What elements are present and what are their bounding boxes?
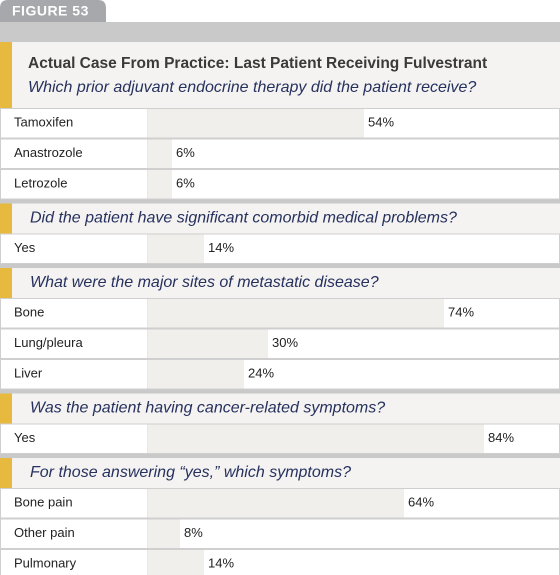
- row-cell: [0, 138, 560, 169]
- row-label: Other pain: [14, 525, 75, 540]
- figure-tab: [0, 0, 106, 22]
- row-label: Tamoxifen: [14, 115, 73, 130]
- accent-stripe: [0, 203, 12, 234]
- value-label: 8%: [184, 525, 203, 540]
- row-cell: [0, 233, 560, 264]
- row-cell: [0, 518, 560, 549]
- row-label: Yes: [14, 430, 36, 445]
- section-divider: [0, 454, 560, 458]
- bar: [148, 299, 444, 328]
- bar: [148, 550, 204, 575]
- accent-stripe: [0, 393, 12, 424]
- value-label: 30%: [272, 335, 298, 350]
- value-label: 24%: [248, 366, 274, 381]
- row-cell: [0, 359, 560, 390]
- bar: [148, 360, 244, 389]
- title: Actual Case From Practice: Last Patient …: [28, 55, 487, 72]
- row-cell: [0, 328, 560, 359]
- question-block: [0, 268, 560, 298]
- value-label: 14%: [208, 240, 234, 255]
- bar: [148, 519, 180, 548]
- section-divider: [0, 199, 560, 204]
- bar: [148, 489, 404, 518]
- value-label: 6%: [176, 145, 195, 160]
- value-label: 14%: [208, 556, 234, 571]
- question: Which prior adjuvant endocrine therapy d…: [28, 79, 476, 96]
- bar: [148, 139, 172, 168]
- header-strip: [0, 22, 560, 42]
- bar: [148, 170, 172, 199]
- bar: [148, 234, 204, 263]
- figure-label: FIGURE 53: [12, 3, 89, 19]
- title-block: [0, 42, 560, 108]
- question: For those answering “yes,” which symptom…: [30, 464, 351, 481]
- accent-stripe: [0, 458, 12, 488]
- row-label: Lung/pleura: [14, 335, 83, 350]
- accent-stripe: [0, 42, 12, 108]
- bar: [148, 329, 268, 358]
- section-divider: [0, 389, 560, 394]
- bar: [148, 424, 484, 453]
- section-divider: [0, 264, 560, 268]
- row-label: Bone pain: [14, 495, 73, 510]
- question: Was the patient having cancer-related sy…: [30, 400, 385, 417]
- accent-stripe: [0, 268, 12, 298]
- value-label: 54%: [368, 115, 394, 130]
- row-label: Yes: [14, 240, 36, 255]
- row-label: Liver: [14, 366, 43, 381]
- value-label: 74%: [448, 305, 474, 320]
- row-label: Letrozole: [14, 176, 67, 191]
- question-block: [0, 203, 560, 234]
- question-block: [0, 393, 560, 424]
- bar: [148, 109, 364, 138]
- row-cell: [0, 549, 560, 575]
- question: Did the patient have significant comorbi…: [30, 210, 457, 227]
- value-label: 84%: [488, 430, 514, 445]
- row-label: Pulmonary: [14, 556, 77, 571]
- question: What were the major sites of metastatic …: [30, 274, 379, 291]
- row-label: Bone: [14, 305, 44, 320]
- row-label: Anastrozole: [14, 145, 83, 160]
- question-block: [0, 458, 560, 488]
- row-cell: [0, 169, 560, 200]
- value-label: 64%: [408, 495, 434, 510]
- value-label: 6%: [176, 176, 195, 191]
